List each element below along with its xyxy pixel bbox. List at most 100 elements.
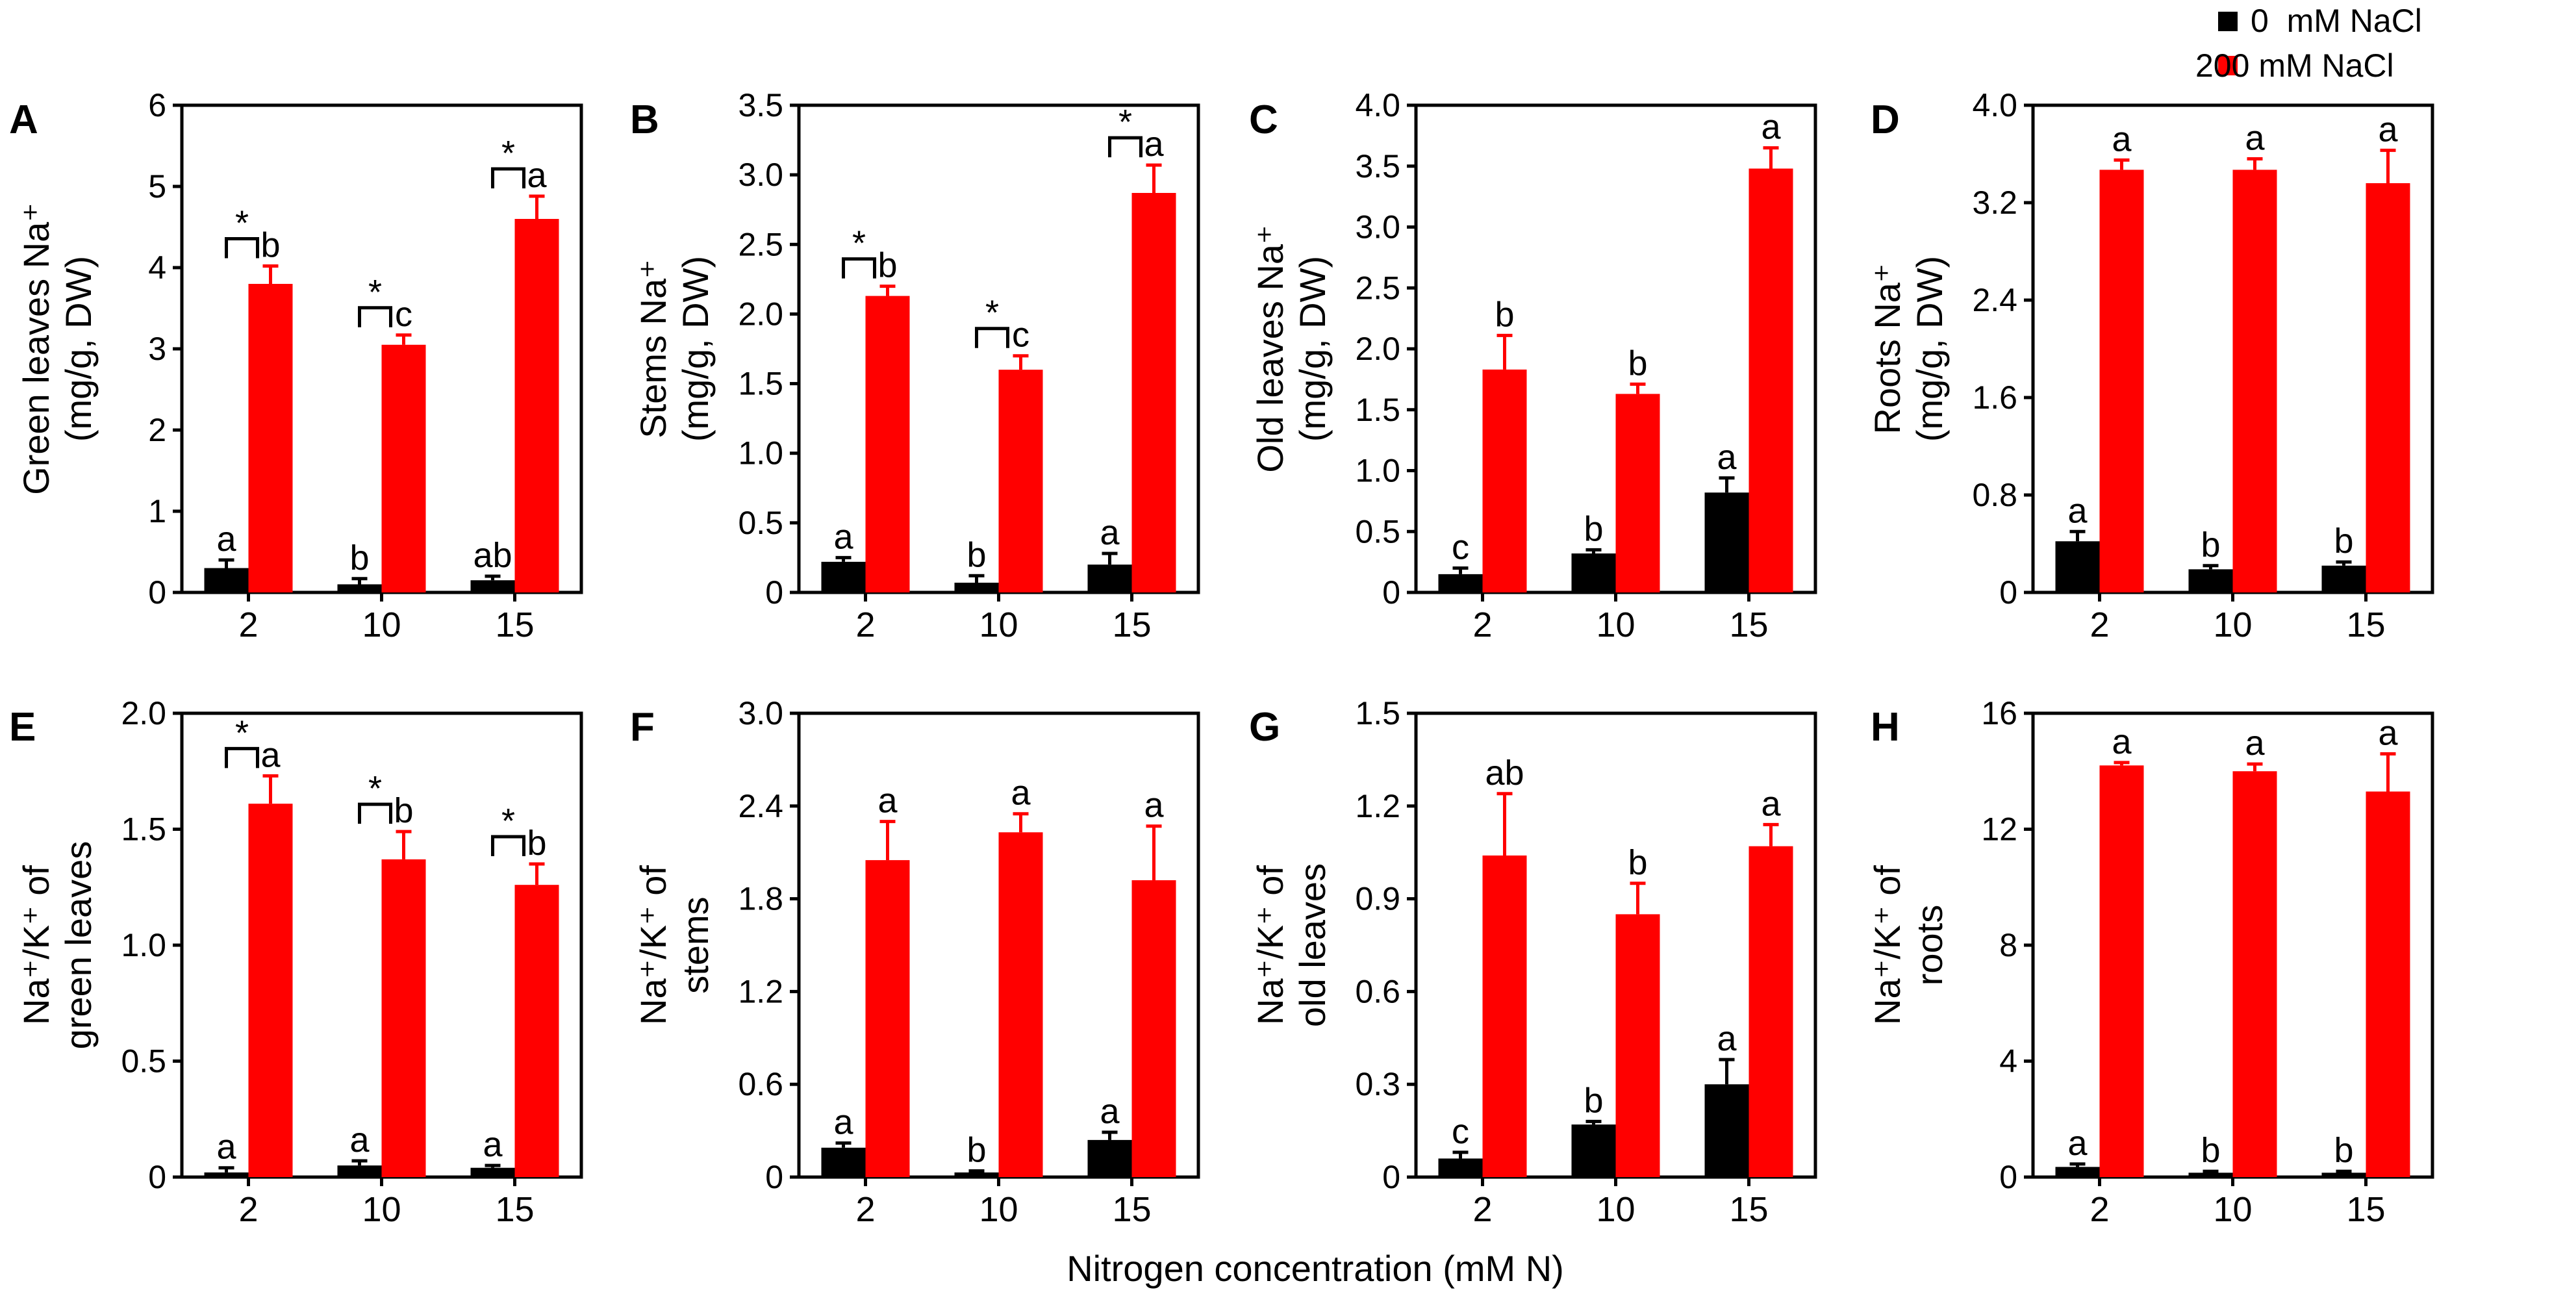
y-tick-label: 4.0 xyxy=(1972,87,2017,123)
y-tick-label: 0.5 xyxy=(1355,513,1400,550)
letter-label-control: a xyxy=(2067,1124,2088,1163)
legend: 0 mM NaCl 200 mM NaCl xyxy=(2195,3,2422,84)
y-tick-label: 1.5 xyxy=(1355,695,1400,731)
significance-star: * xyxy=(852,224,866,263)
bar-salt xyxy=(1482,855,1527,1177)
panel-d: D 0 0.8 1.6 2.4 3.2 4.0 Roots Na⁺ (mg/g, DW) 2 a a 1… xyxy=(1867,87,2434,644)
y-axis-label-line1: Na⁺/K⁺ of xyxy=(633,865,674,1025)
significance-star: * xyxy=(368,769,382,808)
x-tick-label: 2 xyxy=(855,1190,875,1229)
letter-label-salt: a xyxy=(2112,120,2132,159)
bar-control xyxy=(954,1172,999,1177)
y-axis-label-line1: Na⁺/K⁺ of xyxy=(1867,865,1908,1025)
letter-label-salt: a xyxy=(1011,774,1031,813)
bar-control xyxy=(204,1172,249,1177)
letter-label-salt: a xyxy=(2378,110,2398,149)
y-axis-label-line2: (mg/g, DW) xyxy=(1292,256,1333,442)
letter-label-salt: b xyxy=(1495,295,1514,334)
panel-letter-c: C xyxy=(1249,97,1278,142)
bar-control xyxy=(1087,565,1132,592)
letter-label-control: a xyxy=(1100,1092,1120,1131)
x-tick-label: 2 xyxy=(1472,1190,1492,1229)
bar-salt xyxy=(865,860,910,1177)
bar-control xyxy=(470,580,515,592)
letter-label-salt: a xyxy=(2112,722,2132,761)
panel-letter-f: F xyxy=(630,705,655,750)
significance-star: * xyxy=(368,273,382,312)
y-tick-label: 2.0 xyxy=(121,695,166,731)
legend-swatch-salt xyxy=(2218,56,2238,75)
y-tick-label: 1.0 xyxy=(1355,453,1400,489)
bar-salt xyxy=(1615,914,1660,1177)
bar-salt xyxy=(514,219,559,592)
x-tick-label: 10 xyxy=(2213,605,2252,644)
bar-control xyxy=(954,583,999,592)
letter-label-control: a xyxy=(349,1121,370,1160)
panel-letter-b: B xyxy=(630,97,659,142)
x-tick-label: 15 xyxy=(1112,1190,1151,1229)
letter-label-salt: c xyxy=(395,295,412,334)
letter-label-control: b xyxy=(1584,1081,1603,1120)
y-axis-label-line2: roots xyxy=(1909,905,1950,986)
letter-label-salt: b xyxy=(1628,843,1647,882)
letter-label-control: a xyxy=(833,1103,853,1142)
significance-star: * xyxy=(1118,103,1132,142)
panel-f: F 0 0.6 1.2 1.8 2.4 3.0 Na⁺/K⁺ of stems 2 a a 10 b a 15… xyxy=(630,695,1200,1229)
y-tick-label: 0.3 xyxy=(1355,1066,1400,1102)
bar-salt xyxy=(248,804,293,1177)
y-tick-label: 6 xyxy=(148,87,166,123)
letter-label-salt: a xyxy=(1144,125,1164,164)
y-tick-label: 0 xyxy=(1999,574,2017,611)
bar-control xyxy=(204,568,249,592)
bar-salt xyxy=(381,344,426,592)
bar-salt xyxy=(248,284,293,592)
y-tick-label: 1.5 xyxy=(738,366,783,402)
bar-salt xyxy=(381,859,426,1177)
x-tick-label: 2 xyxy=(2090,1190,2109,1229)
x-tick-label: 10 xyxy=(2213,1190,2252,1229)
significance-bracket xyxy=(358,802,392,824)
y-tick-label: 4 xyxy=(1999,1043,2017,1080)
letter-label-control: a xyxy=(216,520,236,559)
y-tick-label: 0.6 xyxy=(1355,973,1400,1009)
letter-label-control: b xyxy=(2334,1131,2353,1170)
letter-label-control: ab xyxy=(473,536,512,575)
bar-control xyxy=(1438,1158,1483,1177)
significance-bracket xyxy=(842,257,876,279)
panel-letter-a: A xyxy=(9,97,38,142)
significance-star: * xyxy=(501,802,515,841)
y-tick-label: 1.8 xyxy=(738,881,783,917)
bar-salt xyxy=(2232,170,2277,592)
y-tick-label: 4 xyxy=(148,249,166,286)
significance-bracket xyxy=(491,835,525,857)
y-tick-label: 1.6 xyxy=(1972,379,2017,416)
y-tick-label: 0 xyxy=(1999,1159,2017,1195)
y-tick-label: 2.0 xyxy=(1355,331,1400,367)
panel-g: G00.30.60.91.21.5Na⁺/K⁺ of old leaves2cab… xyxy=(1249,695,1817,1229)
letter-label-control: b xyxy=(1584,509,1603,548)
significance-star: * xyxy=(985,294,999,333)
significance-star: * xyxy=(235,204,249,243)
x-tick-label: 10 xyxy=(1596,605,1635,644)
letter-label-control: a xyxy=(833,517,853,556)
letter-label-control: b xyxy=(966,1130,986,1169)
bar-control xyxy=(1704,1084,1749,1177)
y-tick-label: 0 xyxy=(1382,1159,1400,1195)
y-tick-label: 3.5 xyxy=(1355,148,1400,184)
y-tick-label: 0 xyxy=(148,1159,166,1195)
legend-swatch-control xyxy=(2218,12,2238,31)
y-tick-label: 0 xyxy=(765,574,783,611)
y-tick-label: 2.5 xyxy=(738,226,783,262)
x-tick-label: 2 xyxy=(855,605,875,644)
x-tick-label: 10 xyxy=(979,1190,1018,1229)
y-tick-label: 3.0 xyxy=(738,695,783,731)
bar-control xyxy=(1571,553,1616,592)
x-tick-label: 15 xyxy=(1112,605,1151,644)
letter-label-control: b xyxy=(349,539,369,577)
y-tick-label: 0.9 xyxy=(1355,881,1400,917)
panel-e: E00.51.01.52.0Na⁺/K⁺ of green leaves2aa*1… xyxy=(9,695,583,1229)
significance-bracket xyxy=(225,746,259,768)
x-tick-label: 2 xyxy=(1472,605,1492,644)
